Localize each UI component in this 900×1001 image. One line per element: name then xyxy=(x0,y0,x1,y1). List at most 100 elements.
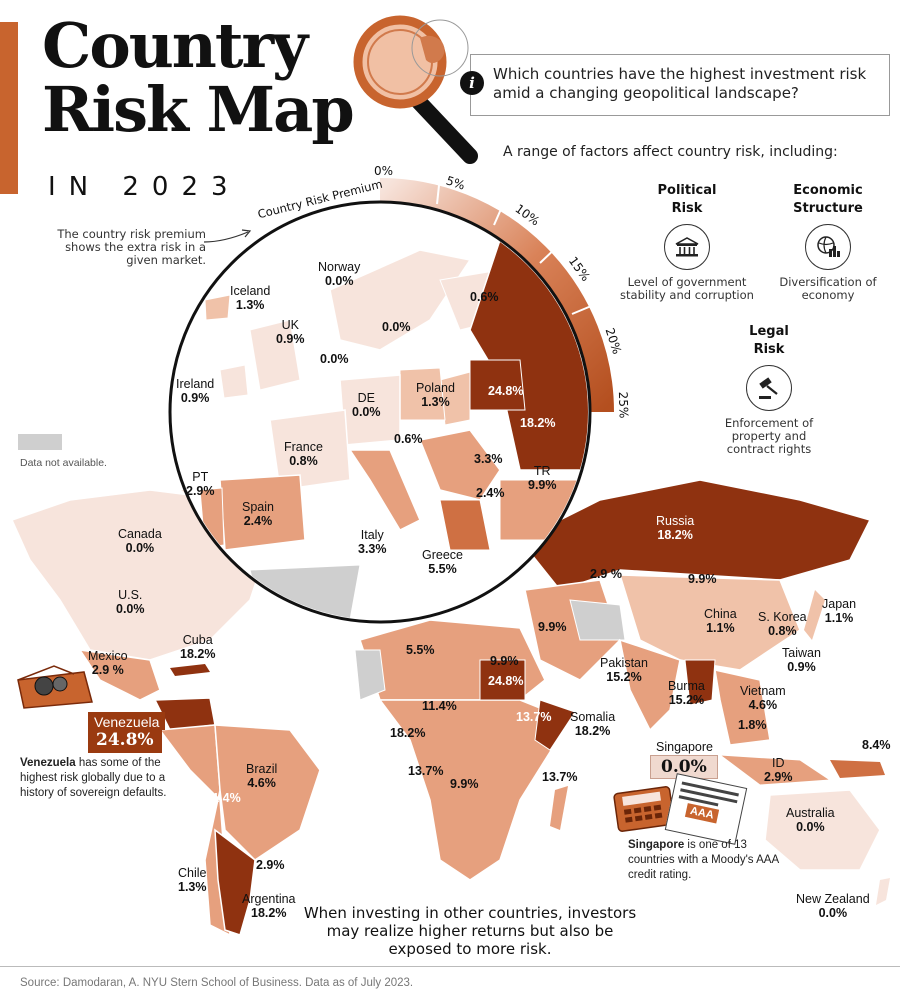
title-line-2: Risk Map xyxy=(42,73,355,146)
label-poland: Poland 1.3% xyxy=(416,381,455,409)
factor-political-risk: Political Risk Level of government stabi… xyxy=(612,182,762,302)
label-germany: DE 0.0% xyxy=(352,391,381,419)
label-iceland: Iceland 1.3% xyxy=(230,284,271,312)
value-angola: 13.7% xyxy=(408,764,444,778)
label-burma: Burma 15.2% xyxy=(668,679,705,707)
factor-name: Legal xyxy=(749,324,789,339)
value-romania: 3.3% xyxy=(474,452,503,466)
venezuela-note: Venezuela has some of the highest risk g… xyxy=(20,757,167,799)
gavel-icon xyxy=(746,365,792,411)
label-taiwan: Taiwan 0.9% xyxy=(782,646,821,674)
factor-name: Risk xyxy=(753,342,785,357)
label-new-zealand: New Zealand 0.0% xyxy=(796,892,870,920)
label-chile: Chile 1.3% xyxy=(178,866,207,894)
map-india xyxy=(619,638,681,732)
value-denmark: 0.0% xyxy=(320,352,349,366)
map-indonesia xyxy=(718,754,832,786)
label-pakistan: Pakistan 15.2% xyxy=(600,656,648,684)
rating-card-text: AAA xyxy=(684,803,719,824)
value-algeria: 5.5% xyxy=(406,643,435,657)
factors-intro: A range of factors affect country risk, … xyxy=(503,144,838,160)
factor-name: Risk xyxy=(671,201,703,216)
label-china: China 1.1% xyxy=(704,607,737,635)
accent-bar xyxy=(0,22,18,194)
factor-desc: Enforcement of property and contract rig… xyxy=(724,416,814,456)
map-somalia xyxy=(534,699,576,751)
singapore-note: Singapore is one of 13 countries with a … xyxy=(628,839,779,881)
label-vietnam: Vietnam 4.6% xyxy=(740,684,786,712)
subtitle-year: IN 2023 xyxy=(48,172,241,202)
wallet-icon xyxy=(17,665,93,709)
premium-note: The country risk premium shows the extra… xyxy=(57,227,206,267)
scale-tick-marks xyxy=(436,175,597,315)
map-new-zealand xyxy=(876,878,890,905)
footer-divider xyxy=(0,966,900,967)
value-uruguay: 2.9% xyxy=(256,858,285,872)
tagline: When investing in other countries, inves… xyxy=(303,904,637,958)
value-czechia: 0.6% xyxy=(394,432,423,446)
map-southeast-asia xyxy=(714,669,771,746)
legend-swatch-na xyxy=(18,434,62,450)
value-ethiopia: 13.7% xyxy=(516,710,552,724)
map-north-america xyxy=(10,489,271,661)
factor-desc: Diversification of economy xyxy=(779,275,877,302)
label-somalia: Somalia 18.2% xyxy=(570,710,616,738)
venezuela-value: 24.8% xyxy=(88,729,162,753)
label-russia: Russia 18.2% xyxy=(656,514,695,542)
value-papua: 8.4% xyxy=(862,738,891,752)
factor-name: Political xyxy=(657,183,717,198)
value-iraq: 9.9% xyxy=(538,620,567,634)
factor-desc: Level of government stability and corrup… xyxy=(620,275,754,302)
question-box: i Which countries have the highest inves… xyxy=(460,54,890,116)
note-arrow-icon xyxy=(203,229,252,243)
factor-name: Structure xyxy=(793,201,863,216)
label-indonesia: ID 2.9% xyxy=(764,756,793,784)
question-text: Which countries have the highest investm… xyxy=(493,65,867,102)
value-sudan: 24.8% xyxy=(488,674,524,688)
title-line-1: Country xyxy=(42,9,308,82)
label-cuba: Cuba 18.2% xyxy=(180,633,216,661)
label-canada: Canada 0.0% xyxy=(118,527,162,555)
value-sweden: 0.0% xyxy=(382,320,411,334)
value-zambia: 9.9% xyxy=(450,777,479,791)
value-belarus: 24.8% xyxy=(488,384,524,398)
label-ireland: Ireland 0.9% xyxy=(176,377,215,405)
value-nigeria: 18.2% xyxy=(390,726,426,740)
label-france: France 0.8% xyxy=(284,440,323,468)
map-sudan xyxy=(479,659,526,701)
map-africa-na-west xyxy=(354,649,386,701)
singapore-name: Singapore xyxy=(656,740,713,754)
label-australia: Australia 0.0% xyxy=(786,806,835,834)
page-title: Country Risk Map xyxy=(42,9,355,146)
label-japan: Japan 1.1% xyxy=(822,597,857,625)
map-australia xyxy=(764,789,881,871)
label-s-korea: S. Korea 0.8% xyxy=(758,610,807,638)
map-china xyxy=(618,574,801,671)
label-us: U.S. 0.0% xyxy=(116,588,145,616)
government-building-icon xyxy=(664,224,710,270)
factor-economic-structure: Economic Structure Diversification of ec… xyxy=(778,182,878,302)
economy-globe-icon xyxy=(805,224,851,270)
map-papua xyxy=(830,760,885,778)
label-uk: UK 0.9% xyxy=(276,318,305,346)
map-argentina xyxy=(214,828,256,936)
map-brazil xyxy=(214,724,321,861)
legend-label-na: Data not available. xyxy=(20,457,107,469)
label-brazil: Brazil 4.6% xyxy=(246,762,278,790)
venezuela-name: Venezuela xyxy=(88,712,166,730)
magnifier-globe-icon xyxy=(353,15,478,164)
value-kazakhstan: 2.9 % xyxy=(590,567,622,581)
factor-name: Economic xyxy=(793,183,863,198)
value-mongolia: 9.9% xyxy=(688,572,717,586)
label-argentina: Argentina 18.2% xyxy=(242,892,296,920)
map-madagascar xyxy=(550,786,568,830)
map-cuba xyxy=(170,664,210,676)
factor-legal-risk: Legal Risk Enforcement of property and c… xyxy=(714,323,824,456)
value-malaysia: 1.8% xyxy=(738,718,767,732)
label-spain: Spain 2.4% xyxy=(242,500,274,528)
scale-tick-0: 0% xyxy=(374,164,394,178)
value-mozambique: 13.7% xyxy=(542,770,578,784)
label-mexico: Mexico 2.9 % xyxy=(88,649,128,677)
map-japan xyxy=(804,590,825,640)
